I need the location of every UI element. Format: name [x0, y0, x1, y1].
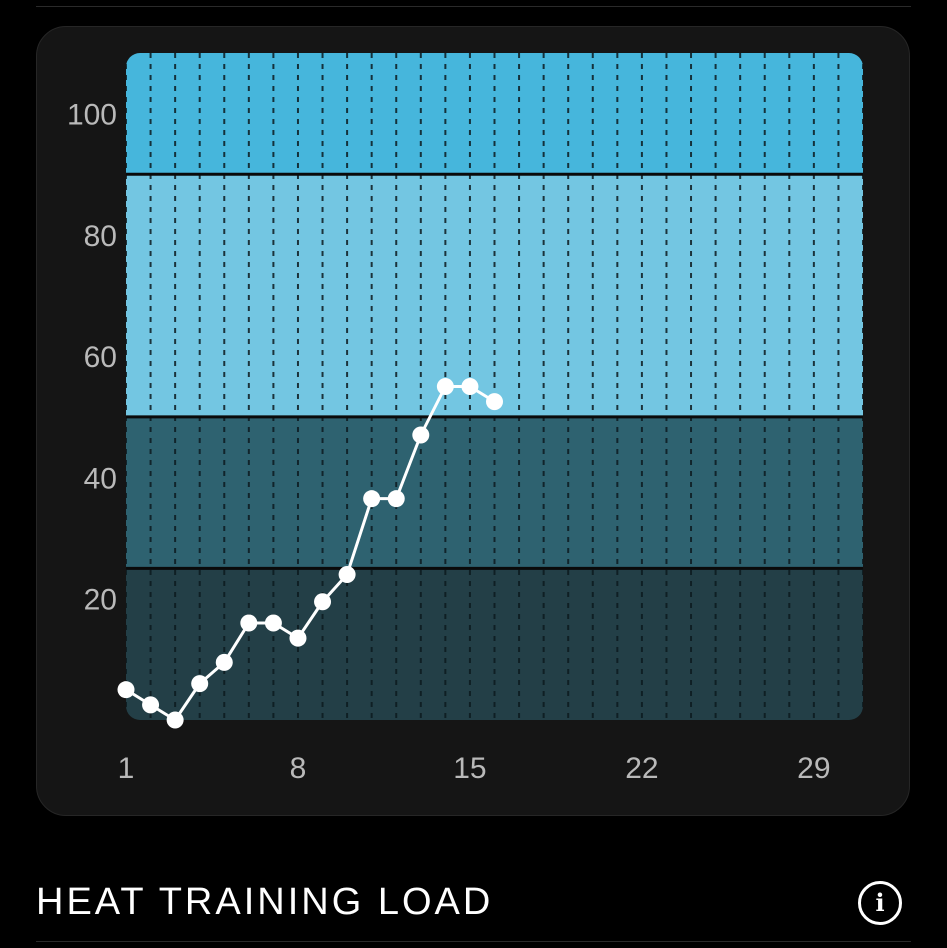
data-point-day-3 — [166, 711, 184, 729]
info-icon: i — [875, 888, 885, 917]
data-point-day-8 — [289, 629, 307, 647]
info-button[interactable]: i — [858, 881, 902, 925]
x-tick-label-1: 1 — [118, 752, 135, 785]
data-point-day-13 — [412, 426, 430, 444]
chart-card: 20 40 60 80 100 1 8 15 22 29 — [36, 26, 910, 816]
y-tick-label-80: 80 — [84, 220, 117, 253]
bottom-divider — [36, 941, 911, 942]
data-point-day-15 — [461, 378, 479, 395]
y-tick-label-20: 20 — [84, 584, 117, 617]
data-point-day-1 — [117, 681, 135, 699]
data-point-day-10 — [338, 565, 356, 583]
x-tick-label-15: 15 — [453, 752, 486, 785]
y-tick-label-40: 40 — [84, 462, 117, 495]
data-point-day-2 — [142, 696, 160, 714]
y-tick-label-100: 100 — [67, 99, 117, 132]
x-tick-label-8: 8 — [290, 752, 307, 785]
data-point-day-12 — [387, 490, 405, 508]
data-point-day-4 — [191, 675, 209, 693]
data-point-day-14 — [436, 378, 454, 395]
data-point-day-9 — [314, 593, 332, 611]
data-point-day-7 — [264, 614, 282, 632]
data-point-day-6 — [240, 614, 258, 632]
top-divider — [36, 6, 911, 7]
data-point-day-16 — [486, 393, 503, 411]
section-title: HEAT TRAINING LOAD — [36, 881, 494, 923]
data-point-day-11 — [363, 490, 381, 508]
x-tick-label-22: 22 — [625, 752, 658, 785]
x-tick-label-29: 29 — [797, 752, 830, 785]
series-line-1 — [124, 385, 496, 722]
heat-training-load-chart: 20 40 60 80 100 1 8 15 22 29 — [67, 53, 863, 785]
data-point-day-5 — [215, 653, 233, 671]
y-tick-label-60: 60 — [84, 341, 117, 374]
plot-area — [126, 53, 863, 720]
